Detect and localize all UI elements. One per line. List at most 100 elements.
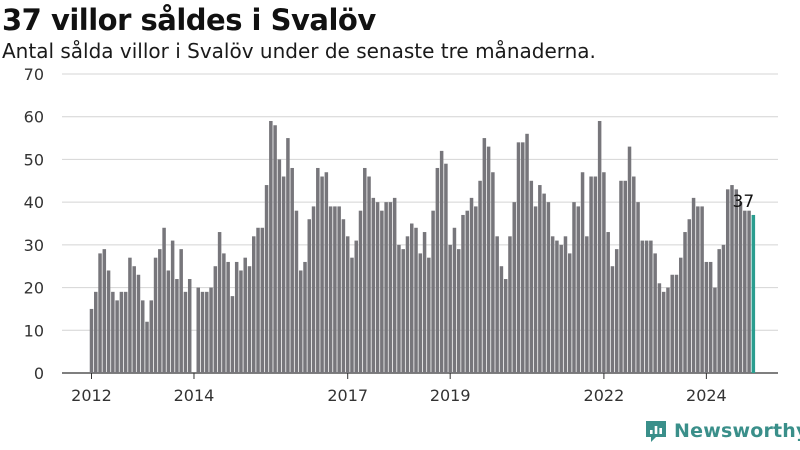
bar — [435, 167, 440, 373]
bar — [478, 180, 482, 373]
x-tick-label: 2022 — [584, 386, 625, 405]
bar — [713, 287, 717, 373]
bar — [158, 249, 162, 373]
bar — [567, 253, 572, 373]
bar — [392, 197, 397, 373]
bar — [187, 279, 192, 373]
bar — [247, 266, 252, 373]
bar — [606, 232, 610, 373]
bar — [234, 261, 239, 373]
bar — [525, 133, 529, 373]
bar — [388, 202, 393, 373]
bar — [704, 261, 709, 373]
bar — [115, 300, 119, 373]
bar — [683, 232, 687, 373]
bar — [294, 210, 299, 373]
bar — [281, 176, 286, 373]
bar — [747, 210, 751, 373]
bar — [170, 240, 175, 373]
x-tick-label: 2019 — [430, 386, 471, 405]
bar — [721, 244, 726, 373]
bar — [691, 197, 696, 373]
bar — [700, 206, 704, 373]
bar — [602, 172, 606, 373]
bar — [632, 176, 636, 373]
bar — [516, 142, 521, 373]
bar — [384, 202, 388, 373]
bar — [226, 261, 230, 373]
bar — [725, 189, 730, 373]
bar — [614, 249, 619, 373]
bar — [444, 163, 448, 373]
bar — [580, 172, 585, 373]
bar — [350, 257, 354, 373]
bar — [657, 283, 662, 373]
bar — [98, 253, 102, 373]
bar — [512, 202, 516, 373]
bar — [209, 287, 213, 373]
bar — [589, 176, 593, 373]
x-tick-label: 2014 — [174, 386, 215, 405]
bar — [367, 176, 371, 373]
bar — [550, 236, 555, 373]
bar — [529, 180, 534, 373]
bar — [452, 227, 457, 373]
y-tick-label: 50 — [24, 150, 44, 169]
bar — [499, 266, 504, 373]
bar — [264, 185, 269, 373]
bar — [414, 227, 418, 373]
bar — [140, 300, 145, 373]
bar — [674, 274, 679, 373]
bar — [559, 244, 563, 373]
bar — [521, 142, 525, 373]
bar — [260, 227, 265, 373]
bar — [111, 291, 115, 373]
bar — [593, 176, 598, 373]
bar — [555, 240, 559, 373]
bar — [375, 202, 380, 373]
bar — [371, 197, 376, 373]
x-tick-label: 2017 — [327, 386, 368, 405]
bar — [145, 321, 149, 373]
bar — [290, 167, 294, 373]
bar — [439, 150, 444, 373]
bar — [730, 185, 734, 373]
bar — [316, 167, 320, 373]
bar — [431, 210, 435, 373]
newsworthy-logo-icon — [646, 421, 666, 442]
bar — [311, 206, 316, 373]
bar — [623, 180, 627, 373]
bar — [687, 219, 692, 373]
bar — [149, 300, 154, 373]
bar — [230, 296, 235, 373]
brand-logo[interactable]: Newsworthy — [644, 419, 800, 443]
y-tick-label: 60 — [24, 108, 44, 127]
bar — [503, 279, 508, 373]
y-tick-label: 20 — [24, 279, 44, 298]
highlight-data-label: 37 — [733, 192, 755, 212]
y-tick-label: 70 — [24, 65, 44, 84]
bar — [427, 257, 431, 373]
bar — [410, 223, 414, 373]
highlighted-bar — [751, 214, 756, 373]
bar — [286, 138, 290, 373]
bar — [277, 159, 282, 373]
y-tick-label: 0 — [34, 364, 44, 383]
bar — [213, 266, 218, 373]
bar — [572, 202, 576, 373]
bar — [585, 236, 589, 373]
bar — [474, 206, 478, 373]
bar — [200, 291, 205, 373]
bar — [508, 236, 512, 373]
bar — [610, 266, 615, 373]
bar — [546, 202, 551, 373]
bar — [119, 291, 124, 373]
bar — [196, 287, 200, 373]
bar — [653, 253, 657, 373]
bar — [644, 240, 649, 373]
bar — [636, 202, 640, 373]
bar — [252, 236, 256, 373]
bar — [448, 244, 452, 373]
bar — [179, 249, 183, 373]
bar — [482, 138, 487, 373]
